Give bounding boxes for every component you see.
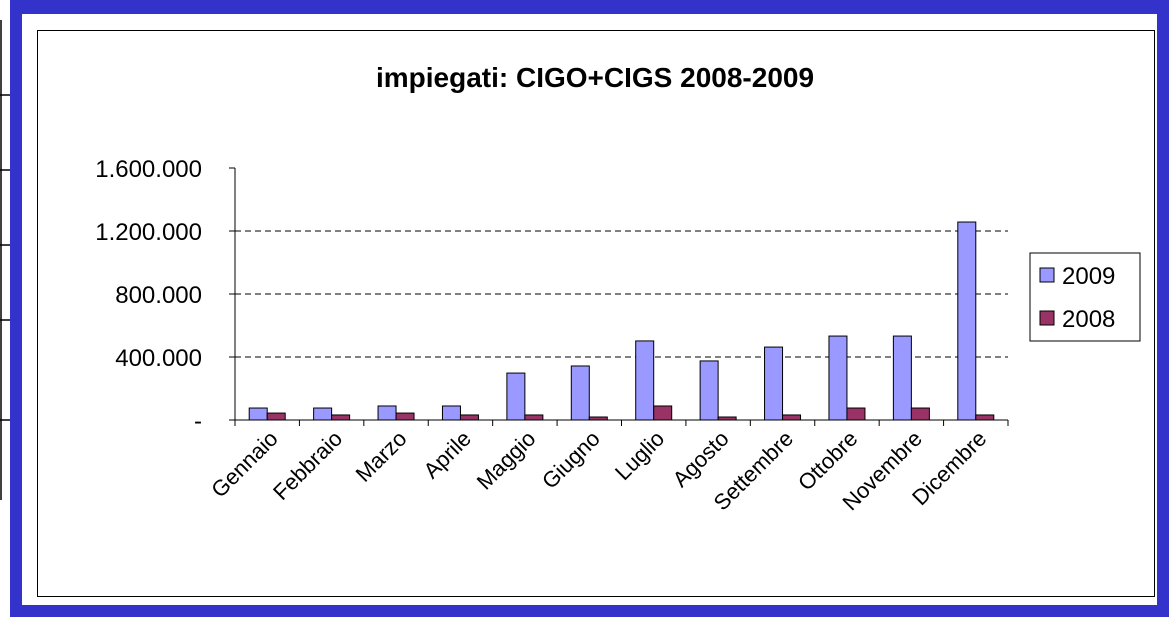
bar (248, 407, 268, 421)
bar (782, 414, 802, 421)
legend-label: 2008 (1062, 306, 1115, 333)
bar (441, 405, 461, 421)
y-tick-label: 400.000 (115, 345, 202, 372)
y-tick-label: 1.600.000 (95, 156, 202, 183)
bar (635, 340, 655, 421)
sheet-lines (0, 20, 10, 500)
bar (506, 372, 526, 421)
bar (699, 360, 719, 421)
bar (331, 414, 351, 421)
bar (266, 412, 286, 421)
bar (313, 407, 333, 421)
y-tick-label: 1.200.000 (95, 219, 202, 246)
y-tick-label: 800.000 (115, 282, 202, 309)
legend-swatch (1039, 267, 1055, 283)
bar (395, 412, 415, 421)
sheet-strip (0, 0, 10, 617)
bar (892, 335, 912, 421)
bar (653, 405, 673, 421)
chart-title: impiegati: CIGO+CIGS 2008-2009 (376, 62, 814, 93)
bar (975, 414, 995, 421)
bar (846, 407, 866, 421)
legend-swatch (1039, 310, 1055, 326)
bar (459, 414, 479, 421)
chart-area (37, 30, 1155, 597)
legend-label: 2009 (1062, 263, 1115, 290)
bar (764, 346, 784, 421)
y-tick-label: - (194, 408, 202, 435)
bar (570, 365, 590, 421)
bar (957, 221, 977, 421)
bar (910, 407, 930, 421)
bar (377, 405, 397, 421)
bar (828, 335, 848, 421)
bar (524, 414, 544, 421)
